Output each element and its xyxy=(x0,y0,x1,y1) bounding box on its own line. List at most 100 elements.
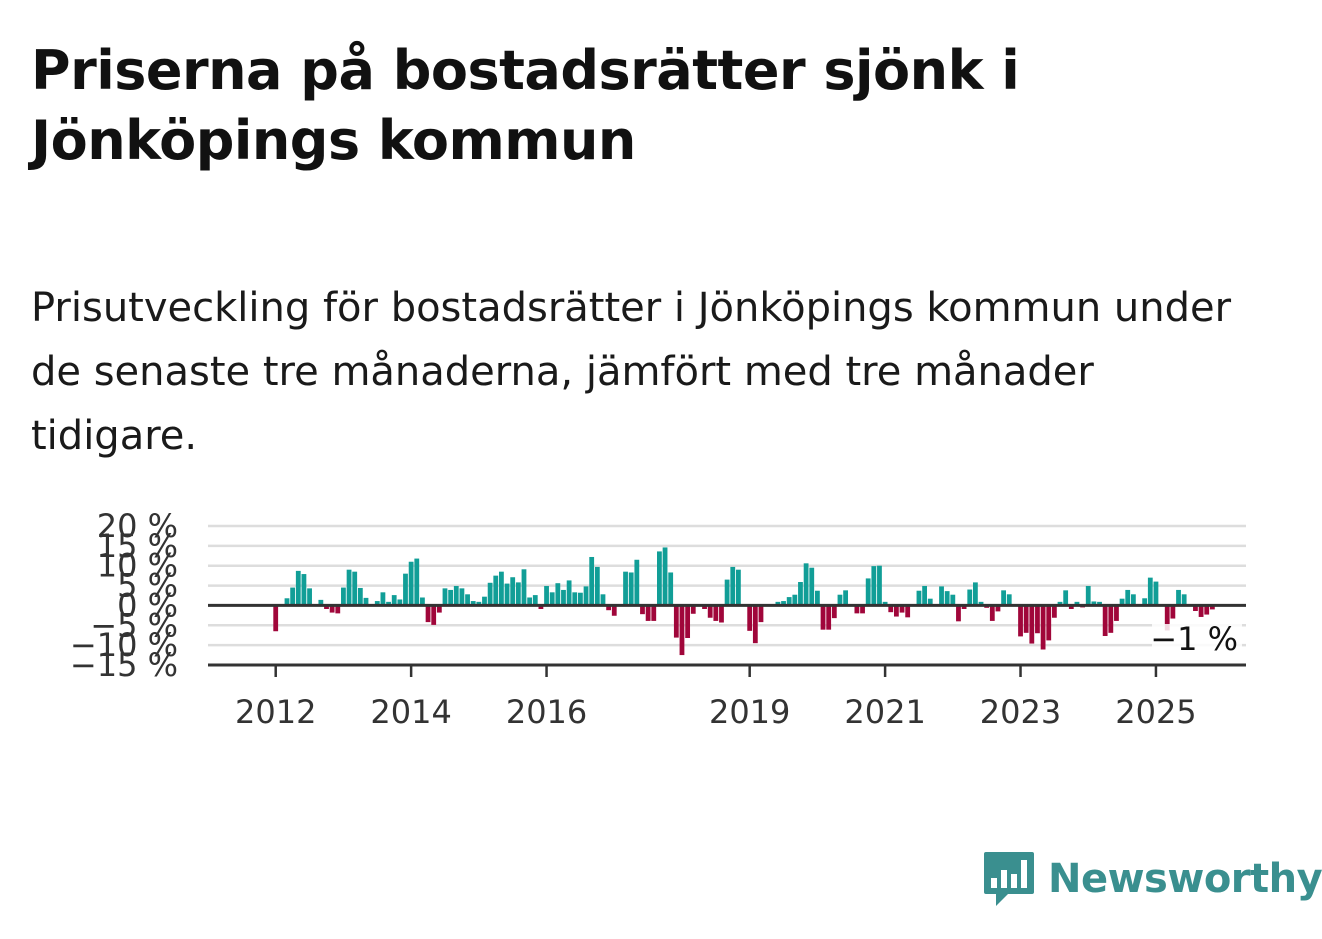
bar xyxy=(436,605,442,613)
chart-title: Priserna på bostadsrätter sjönk i Jönköp… xyxy=(31,39,1020,172)
bar xyxy=(865,578,871,606)
bar xyxy=(752,605,758,644)
bar xyxy=(357,587,363,606)
bar xyxy=(374,601,380,606)
brand-name: Newsworthy xyxy=(1048,856,1322,902)
bar xyxy=(476,601,482,606)
bar xyxy=(1125,589,1131,606)
bar xyxy=(329,605,335,613)
annotations: −1 % xyxy=(1150,620,1242,658)
bar xyxy=(487,582,493,606)
bar xyxy=(673,605,679,638)
bar xyxy=(645,605,651,621)
bar xyxy=(1198,605,1204,617)
bar xyxy=(1102,605,1108,637)
bar xyxy=(893,605,899,617)
bar xyxy=(482,596,487,606)
bar xyxy=(1181,594,1187,606)
bar xyxy=(532,595,538,606)
bar xyxy=(1147,577,1153,606)
bar xyxy=(408,561,414,606)
bar xyxy=(380,592,386,606)
bar xyxy=(352,571,358,606)
bar xyxy=(657,551,662,606)
y-axis-labels: 20 %15 %10 %5 %0 %−5 %−10 %−15 % xyxy=(70,507,178,684)
axes xyxy=(208,603,1246,667)
bar xyxy=(521,569,527,606)
bar xyxy=(431,605,437,625)
bar xyxy=(397,599,403,606)
x-tick-label: 2025 xyxy=(1115,693,1196,731)
bar xyxy=(815,590,820,606)
bar xyxy=(826,605,832,630)
bar xyxy=(837,594,843,606)
x-axis-labels: 2012 2014 2016 2019 2021 2023 2025 xyxy=(235,665,1197,731)
bar xyxy=(493,575,499,606)
bar xyxy=(927,598,933,606)
bar xyxy=(301,574,307,606)
bar xyxy=(1085,585,1091,606)
bar xyxy=(882,601,888,606)
bar xyxy=(459,588,465,606)
bar xyxy=(950,594,956,606)
bar xyxy=(1035,605,1040,634)
chart-subtitle: Prisutveckling för bostadsrätter i Jönkö… xyxy=(31,285,1232,459)
y-tick-label: −5 % xyxy=(90,606,178,644)
bar-chart: 20 %15 %10 %5 %0 %−5 %−10 %−15 % 2012 201… xyxy=(70,507,1246,731)
bar xyxy=(967,589,973,606)
bar xyxy=(786,597,792,606)
bar xyxy=(730,566,736,606)
x-tick-label: 2019 xyxy=(709,693,790,731)
y-tick-label: −10 % xyxy=(70,626,178,664)
bar xyxy=(1114,605,1119,621)
bar-chart-speech-bubble-icon xyxy=(984,852,1034,906)
bar xyxy=(1153,581,1159,606)
x-tick-label: 2021 xyxy=(844,693,925,731)
y-tick-label: 5 % xyxy=(117,567,178,605)
bar xyxy=(1001,590,1006,606)
bar xyxy=(1063,590,1069,606)
bar xyxy=(414,558,420,606)
bar xyxy=(386,601,391,606)
bar xyxy=(939,586,944,606)
bar xyxy=(961,605,967,609)
bar xyxy=(1204,605,1210,615)
bar xyxy=(854,605,860,614)
bar xyxy=(341,587,346,606)
x-tick-label: 2012 xyxy=(235,693,316,731)
bar xyxy=(1029,605,1035,644)
bar xyxy=(1119,598,1125,606)
bar xyxy=(668,572,674,606)
bar xyxy=(1176,589,1181,606)
bar xyxy=(544,585,549,606)
bar xyxy=(515,582,521,606)
bar xyxy=(572,592,578,606)
bar xyxy=(707,605,713,618)
bar xyxy=(273,605,279,632)
bar xyxy=(640,605,645,615)
bar xyxy=(318,599,324,606)
bar xyxy=(1091,601,1097,606)
bar xyxy=(1046,605,1052,641)
bar xyxy=(713,605,719,621)
bar xyxy=(1023,605,1029,633)
bar xyxy=(403,573,408,606)
bar xyxy=(1193,605,1198,611)
bar xyxy=(1051,605,1057,618)
bar xyxy=(1018,605,1023,637)
end-value-label: −1 % xyxy=(1150,620,1238,658)
x-tick-label: 2014 xyxy=(370,693,451,731)
bar xyxy=(747,605,753,631)
bar xyxy=(702,605,707,609)
bar xyxy=(792,594,798,606)
bar xyxy=(1074,601,1080,606)
bar xyxy=(628,572,634,606)
bar xyxy=(465,594,470,606)
bar xyxy=(453,585,459,606)
bar xyxy=(425,605,431,623)
bar xyxy=(578,592,583,606)
bar xyxy=(860,605,865,614)
brand-logo: Newsworthy xyxy=(980,848,1322,910)
bar xyxy=(1040,605,1046,650)
bar xyxy=(781,601,786,606)
